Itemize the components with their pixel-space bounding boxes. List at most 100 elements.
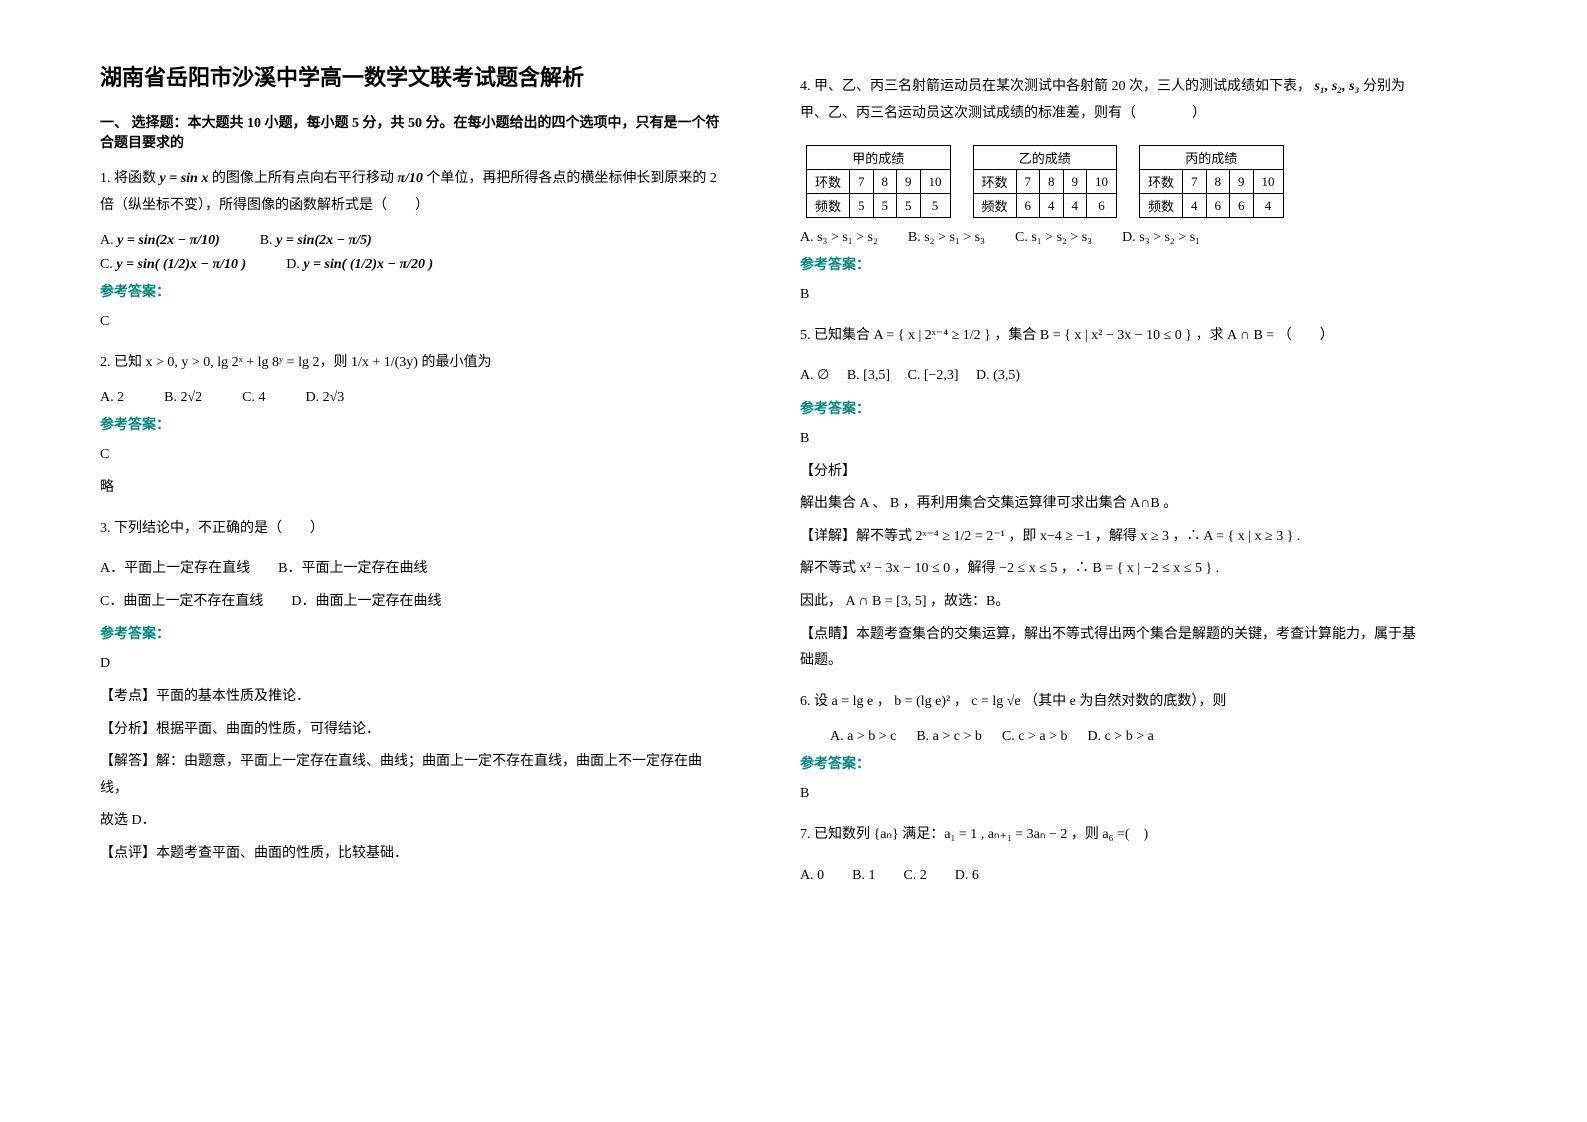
q5-optC: C. [−2,3]	[907, 368, 958, 383]
bing-f2: 6	[1230, 194, 1254, 218]
h-freq: 频数	[807, 194, 850, 218]
q4-table-jia: 甲的成绩 环数 7 8 9 10 频数 5 5 5 5	[806, 145, 951, 218]
q2-optB: B. 2√2	[164, 390, 202, 406]
q4-options: A. s₃ > s₁ > s₂ B. s₂ > s₁ > s₃ C. s₁ > …	[800, 230, 1420, 246]
q4-stem-1: 4. 甲、乙、丙三名射箭运动员在某次测试中各射箭 20 次，三人的测试成绩如下表…	[800, 79, 1315, 94]
q5-ans: B	[800, 426, 1420, 453]
bing-r1: 8	[1206, 170, 1230, 194]
q4-table-yi: 乙的成绩 环数 7 8 9 10 频数 6 4 4 6	[973, 145, 1118, 218]
q5-sol1: 解出集合 A 、 B ，再利用集合交集运算律可求出集合 A∩B 。	[800, 491, 1420, 518]
q2-ans-label: 参考答案：	[100, 414, 720, 434]
page-root: 湖南省岳阳市沙溪中学高一数学文联考试题含解析 一、 选择题：本大题共 10 小题…	[0, 0, 1587, 955]
jia-f2: 5	[897, 194, 921, 218]
q5-optB: B. [3,5]	[847, 368, 890, 383]
yi-f0: 6	[1016, 194, 1040, 218]
h-rings: 环数	[973, 170, 1016, 194]
q4-optB: B. s₂ > s₁ > s₃	[908, 230, 985, 246]
q2-stem: 2. 已知 x > 0, y > 0, lg 2ˣ + lg 8ʸ = lg 2…	[100, 355, 491, 370]
q4-optC: C. s₁ > s₂ > s₃	[1015, 230, 1092, 246]
q2-options: A. 2 B. 2√2 C. 4 D. 2√3	[100, 390, 720, 406]
q7-stem: 7. 已知数列 {aₙ} 满足：a₁ = 1 , aₙ₊₁ = 3aₙ − 2 …	[800, 822, 1420, 849]
q1-optB: B. y = sin(2x − π/5)	[260, 233, 372, 249]
cap-jia: 甲的成绩	[807, 146, 951, 170]
q1-stem-2: 的图像上所有点向右平行移动	[212, 171, 398, 186]
q3-optC: C．曲面上一定不存在直线	[100, 594, 263, 609]
q4-tables: 甲的成绩 环数 7 8 9 10 频数 5 5 5 5 乙的成绩	[800, 141, 1420, 222]
q5-sol-h1: 【分析】	[800, 459, 1420, 486]
q2-optD: D. 2√3	[306, 390, 345, 406]
q4-optD: D. s₃ > s₂ > s₁	[1122, 230, 1200, 246]
q6-stem: 6. 设 a = lg e ， b = (lg e)² ， c = lg √e …	[800, 689, 1420, 716]
yi-f2: 4	[1063, 194, 1087, 218]
right-column: 4. 甲、乙、丙三名射箭运动员在某次测试中各射箭 20 次，三人的测试成绩如下表…	[800, 60, 1420, 895]
q3-ans: D	[100, 651, 720, 678]
q3-optD: D．曲面上一定存在曲线	[291, 594, 441, 609]
page-title: 湖南省岳阳市沙溪中学高一数学文联考试题含解析	[100, 60, 720, 92]
jia-r0: 7	[850, 170, 874, 194]
h-freq: 频数	[1140, 194, 1183, 218]
jia-f1: 5	[873, 194, 897, 218]
q4-table-bing: 丙的成绩 环数 7 8 9 10 频数 4 6 6 4	[1139, 145, 1284, 218]
yi-r3: 10	[1087, 170, 1117, 194]
q5-sol2: 解不等式 x² − 3x − 10 ≤ 0 ，解得 −2 ≤ x ≤ 5 ，∴ …	[800, 556, 1420, 583]
q5-ans-label: 参考答案：	[800, 398, 1420, 418]
q3-sol2: 【分析】根据平面、曲面的性质，可得结论．	[100, 717, 720, 744]
q1-optC: C. y = sin( (1/2)x − π/10 )	[100, 257, 246, 273]
bing-r3: 10	[1253, 170, 1283, 194]
yi-r2: 9	[1063, 170, 1087, 194]
q4-ans: B	[800, 282, 1420, 309]
q2: 2. 已知 x > 0, y > 0, lg 2ˣ + lg 8ʸ = lg 2…	[100, 350, 720, 377]
q1-optA: A. y = sin(2x − π/10)	[100, 233, 220, 249]
h-rings: 环数	[1140, 170, 1183, 194]
q5-sol4: 【点睛】本题考查集合的交集运算，解出不等式得出两个集合是解题的关键，考查计算能力…	[800, 622, 1420, 675]
jia-r3: 10	[920, 170, 950, 194]
q1-ans-label: 参考答案：	[100, 281, 720, 301]
q3-sol3: 【解答】解：由题意，平面上一定存在直线、曲线；曲面上一定不存在直线，曲面上不一定…	[100, 749, 720, 802]
q2-sol: 略	[100, 475, 720, 502]
q1-optD: D. y = sin( (1/2)x − π/20 )	[286, 257, 433, 273]
q6-optD: D. c > b > a	[1087, 729, 1153, 745]
yi-f3: 6	[1087, 194, 1117, 218]
yi-r1: 8	[1040, 170, 1064, 194]
jia-r2: 9	[897, 170, 921, 194]
q1-stem-1: 1. 将函数	[100, 171, 160, 186]
q2-optC: C. 4	[242, 390, 265, 406]
q3-ans-label: 参考答案：	[100, 623, 720, 643]
q1-shift: π/10	[397, 171, 423, 186]
q5-sol-h2: 【详解】解不等式 2ˣ⁻⁴ ≥ 1/2 = 2⁻¹ ，即 x−4 ≥ −1 ，解…	[800, 524, 1420, 551]
q4-ans-label: 参考答案：	[800, 254, 1420, 274]
q3-sol5: 【点评】本题考查平面、曲面的性质，比较基础．	[100, 841, 720, 868]
q3-optA: A．平面上一定存在直线	[100, 561, 250, 576]
left-column: 湖南省岳阳市沙溪中学高一数学文联考试题含解析 一、 选择题：本大题共 10 小题…	[100, 60, 720, 895]
section-head: 一、 选择题：本大题共 10 小题，每小题 5 分，共 50 分。在每小题给出的…	[100, 112, 720, 152]
q6-ans: B	[800, 781, 1420, 808]
q6-options: A. a > b > c B. a > c > b C. c > a > b D…	[830, 729, 1420, 745]
bing-f0: 4	[1183, 194, 1207, 218]
q5-opts: A. ∅ B. [3,5] C. [−2,3] D. (3,5)	[800, 363, 1420, 390]
q4-optA: A. s₃ > s₁ > s₂	[800, 230, 878, 246]
q1: 1. 将函数 y = sin x 的图像上所有点向右平行移动 π/10 个单位，…	[100, 166, 720, 219]
jia-f0: 5	[850, 194, 874, 218]
q5-sol3: 因此， A ∩ B = [3, 5] ，故选：B。	[800, 589, 1420, 616]
q3-row2: C．曲面上一定不存在直线 D．曲面上一定存在曲线	[100, 589, 720, 616]
q1-ans: C	[100, 309, 720, 336]
bing-f1: 6	[1206, 194, 1230, 218]
jia-r1: 8	[873, 170, 897, 194]
cap-bing: 丙的成绩	[1140, 146, 1284, 170]
q6-optA: A. a > b > c	[830, 729, 896, 745]
q1-options-row2: C. y = sin( (1/2)x − π/10 ) D. y = sin( …	[100, 257, 720, 273]
yi-f1: 4	[1040, 194, 1064, 218]
q3-row1: A．平面上一定存在直线 B．平面上一定存在曲线	[100, 556, 720, 583]
h-freq: 频数	[973, 194, 1016, 218]
bing-f3: 4	[1253, 194, 1283, 218]
h-rings: 环数	[807, 170, 850, 194]
q3-optB: B．平面上一定存在曲线	[278, 561, 427, 576]
q1-func: y = sin x	[160, 171, 209, 186]
q7-opts: A. 0 B. 1 C. 2 D. 6	[800, 863, 1420, 890]
bing-r2: 9	[1230, 170, 1254, 194]
cap-yi: 乙的成绩	[973, 146, 1117, 170]
q3-sol4: 故选 D．	[100, 808, 720, 835]
q3-sol1: 【考点】平面的基本性质及推论．	[100, 684, 720, 711]
q1-options-row1: A. y = sin(2x − π/10) B. y = sin(2x − π/…	[100, 233, 720, 249]
q5-optA: A. ∅	[800, 368, 829, 383]
